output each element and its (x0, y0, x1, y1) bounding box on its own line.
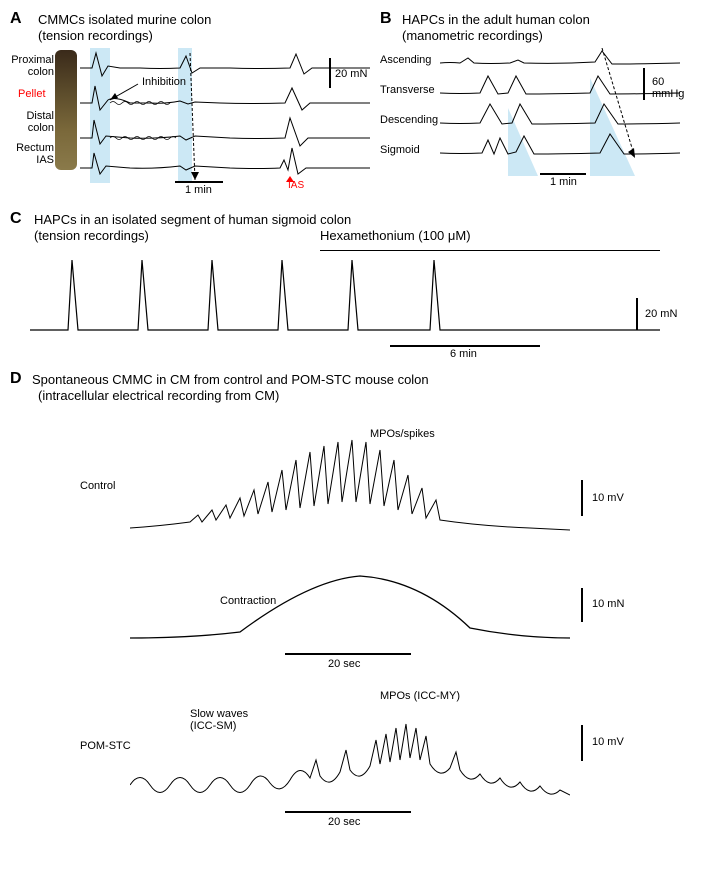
panel-c-scale-y (635, 298, 643, 333)
panel-d-subtitle: (intracellular electrical recording from… (38, 388, 279, 403)
panel-a-letter: A (10, 10, 22, 28)
figure-root: A CMMCs isolated murine colon (tension r… (10, 10, 693, 850)
panel-c-trace (30, 250, 670, 350)
scale-c-x: 6 min (450, 348, 477, 360)
label-distal: Distalcolon (10, 110, 54, 134)
panel-d-control-trace (130, 420, 570, 540)
label-ias: IAS (288, 180, 304, 191)
scale-c-y: 20 mN (645, 308, 677, 320)
panel-c-drug: Hexamethonium (100 μM) (320, 228, 471, 243)
panel-d-scale-y3 (580, 725, 588, 765)
label-pellet: Pellet (18, 88, 46, 100)
label-control: Control (80, 480, 115, 492)
scale-d-x1: 20 sec (328, 658, 360, 670)
scale-a-y: 20 mN (335, 68, 367, 80)
panel-d: D Spontaneous CMMC in CM from control an… (10, 370, 693, 850)
label-ascending: Ascending (380, 54, 431, 66)
panel-b-title: HAPCs in the adult human colon (402, 12, 590, 27)
panel-c-title: HAPCs in an isolated segment of human si… (34, 212, 351, 227)
panel-b: B HAPCs in the adult human colon (manome… (380, 10, 690, 190)
scale-b-y: 60 mmHg (652, 76, 690, 100)
label-descending: Descending (380, 114, 438, 126)
label-sigmoid: Sigmoid (380, 144, 420, 156)
panel-b-scale-y (642, 68, 652, 103)
colon-inset (55, 50, 77, 170)
panel-d-scale-y1 (580, 480, 588, 520)
panel-d-letter: D (10, 370, 22, 388)
panel-d-title: Spontaneous CMMC in CM from control and … (32, 372, 429, 387)
panel-c-subtitle: (tension recordings) (34, 228, 149, 243)
panel-d-scale-y2 (580, 588, 588, 626)
panel-b-letter: B (380, 10, 392, 28)
scale-b-x: 1 min (550, 176, 577, 188)
panel-a-scale (320, 58, 380, 108)
panel-a-title: CMMCs isolated murine colon (38, 12, 211, 27)
scale-d-y2: 10 mN (592, 598, 624, 610)
label-inhibition: Inhibition (142, 76, 186, 88)
panel-c: C HAPCs in an isolated segment of human … (10, 210, 693, 370)
panel-d-pomstc-trace (130, 690, 570, 810)
panel-a-subtitle: (tension recordings) (38, 28, 153, 43)
scale-a-x: 1 min (185, 184, 212, 196)
label-pomstc: POM-STC (80, 740, 131, 752)
panel-d-contraction-trace (130, 560, 570, 650)
scale-d-x2: 20 sec (328, 816, 360, 828)
label-rectum: RectumIAS (10, 142, 54, 166)
scale-d-y1: 10 mV (592, 492, 624, 504)
panel-c-letter: C (10, 210, 22, 228)
label-transverse: Transverse (380, 84, 435, 96)
scale-d-y3: 10 mV (592, 736, 624, 748)
panel-b-subtitle: (manometric recordings) (402, 28, 543, 43)
label-proximal: Proximalcolon (10, 54, 54, 78)
